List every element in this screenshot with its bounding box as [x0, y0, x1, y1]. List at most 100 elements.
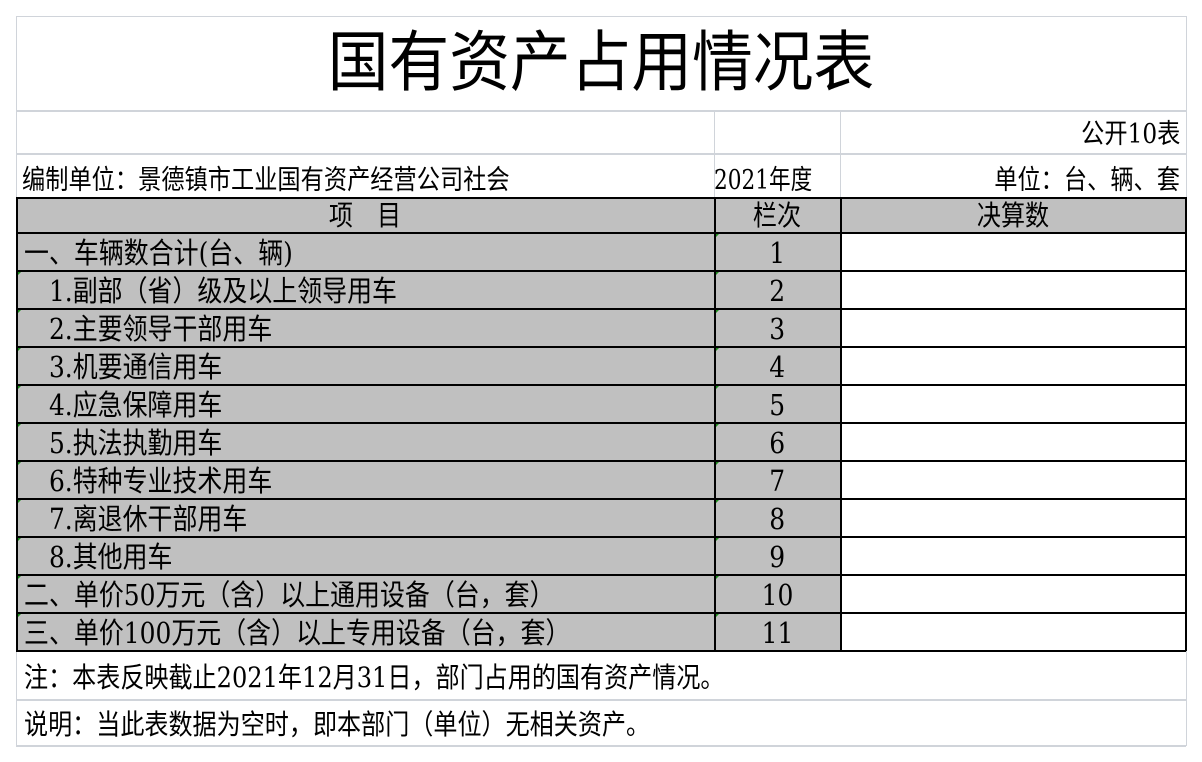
comment-marker-icon [714, 613, 720, 619]
table-row-item[interactable]: 二、单价50万元（含）以上通用设备（台，套） [16, 575, 714, 613]
gridline [714, 110, 715, 198]
header-final-amount[interactable]: 决算数 [840, 198, 1186, 233]
compiler-text: 编制单位：景德镇市工业国有资产经营公司社会 [22, 165, 510, 196]
table-row-item[interactable]: 7.离退休干部用车 [16, 499, 714, 537]
table-row-no[interactable]: 3 [714, 309, 840, 347]
row-no: 6 [769, 426, 785, 460]
table-row-no[interactable]: 10 [714, 575, 840, 613]
row-item-label: 二、单价50万元（含）以上通用设备（台，套） [24, 578, 555, 612]
table-row-item[interactable]: 4.应急保障用车 [16, 385, 714, 423]
comment-marker-icon [714, 233, 720, 239]
table-row-item[interactable]: 1.副部（省）级及以上领导用车 [16, 271, 714, 309]
table-row-no[interactable]: 6 [714, 423, 840, 461]
row-no: 3 [769, 312, 785, 346]
unit-cell[interactable]: 单位：台、辆、套 [840, 154, 1180, 198]
table-row-value[interactable] [840, 575, 1186, 613]
table-border [16, 422, 1186, 424]
table-row-value[interactable] [840, 271, 1186, 309]
table-border [16, 612, 1186, 614]
gridline [16, 110, 1186, 112]
table-row-item[interactable]: 三、单价100万元（含）以上专用设备（台，套） [16, 613, 714, 651]
compiler-cell[interactable]: 编制单位：景德镇市工业国有资产经营公司社会 [22, 154, 714, 198]
row-no: 9 [769, 540, 785, 574]
table-row-item[interactable]: 3.机要通信用车 [16, 347, 714, 385]
table-border [16, 650, 1186, 652]
table-border [16, 346, 1186, 348]
note[interactable]: 注：本表反映截止2021年12月31日，部门占用的国有资产情况。 [16, 650, 1186, 699]
row-item-label: 4.应急保障用车 [24, 388, 223, 422]
table-row-no[interactable]: 5 [714, 385, 840, 423]
row-no: 7 [769, 464, 785, 498]
row-no: 4 [769, 350, 785, 384]
table-row-value[interactable] [840, 499, 1186, 537]
table-border [16, 384, 1186, 386]
table-code: 公开10表 [1080, 119, 1180, 150]
gridline [840, 110, 841, 198]
table-border [16, 460, 1186, 462]
table-border [1185, 197, 1187, 651]
header-item[interactable]: 项 目 [16, 198, 714, 233]
comment-marker-icon [714, 347, 720, 353]
table-row-no[interactable]: 2 [714, 271, 840, 309]
row-item-label: 3.机要通信用车 [24, 350, 223, 384]
comment-marker-icon [714, 385, 720, 391]
year-text: 2021年度 [714, 165, 813, 196]
table-row-no[interactable]: 4 [714, 347, 840, 385]
table-border [16, 270, 1186, 272]
comment-marker-icon [714, 423, 720, 429]
table-row-item[interactable]: 5.执法执勤用车 [16, 423, 714, 461]
header-item-label: 项 目 [328, 199, 402, 232]
explanation[interactable]: 说明：当此表数据为空时，即本部门（单位）无相关资产。 [16, 701, 1186, 745]
table-row-no[interactable]: 7 [714, 461, 840, 499]
table-border [840, 197, 842, 651]
table-row-value[interactable] [840, 347, 1186, 385]
table-row-item[interactable]: 6.特种专业技术用车 [16, 461, 714, 499]
comment-marker-icon [16, 347, 22, 353]
row-item-label: 1.副部（省）级及以上领导用车 [24, 274, 397, 308]
comment-marker-icon [16, 537, 22, 543]
table-row-item[interactable]: 2.主要领导干部用车 [16, 309, 714, 347]
table-row-no[interactable]: 1 [714, 233, 840, 271]
table-code-cell[interactable]: 公开10表 [840, 110, 1180, 154]
table-row-value[interactable] [840, 613, 1186, 651]
title-text: 国有资产占用情况表 [327, 24, 875, 101]
comment-marker-icon [16, 423, 22, 429]
header-column-no[interactable]: 栏次 [714, 198, 840, 233]
explanation-text: 说明：当此表数据为空时，即本部门（单位）无相关资产。 [24, 708, 651, 741]
table-row-value[interactable] [840, 309, 1186, 347]
gridline [16, 153, 1186, 155]
table-border [16, 197, 1186, 199]
comment-marker-icon [16, 575, 22, 581]
comment-marker-icon [16, 271, 22, 277]
comment-marker-icon [714, 271, 720, 277]
table-border [16, 308, 1186, 310]
table-border [16, 232, 1186, 234]
table-row-no[interactable]: 8 [714, 499, 840, 537]
row-no: 11 [761, 616, 793, 650]
table-row-value[interactable] [840, 385, 1186, 423]
table-row-value[interactable] [840, 423, 1186, 461]
row-item-label: 6.特种专业技术用车 [24, 464, 273, 498]
comment-marker-icon [714, 461, 720, 467]
gridline [16, 16, 1186, 17]
header-final-amount-label: 决算数 [976, 199, 1050, 232]
note-text: 注：本表反映截止2021年12月31日，部门占用的国有资产情况。 [24, 661, 725, 694]
year-cell[interactable]: 2021年度 [714, 154, 840, 198]
table-row-value[interactable] [840, 537, 1186, 575]
table-border [16, 498, 1186, 500]
table-row-value[interactable] [840, 461, 1186, 499]
row-item-label: 8.其他用车 [24, 540, 173, 574]
row-no: 5 [769, 388, 785, 422]
page-title[interactable]: 国有资产占用情况表 [16, 16, 1186, 110]
comment-marker-icon [714, 309, 720, 315]
table-border [16, 536, 1186, 538]
table-row-item[interactable]: 8.其他用车 [16, 537, 714, 575]
row-no: 10 [761, 578, 793, 612]
table-row-item[interactable]: 一、车辆数合计(台、辆) [16, 233, 714, 271]
row-no: 1 [769, 236, 785, 270]
unit-text: 单位：台、辆、套 [994, 165, 1180, 196]
table-row-value[interactable] [840, 233, 1186, 271]
table-row-no[interactable]: 11 [714, 613, 840, 651]
comment-marker-icon [714, 575, 720, 581]
table-row-no[interactable]: 9 [714, 537, 840, 575]
